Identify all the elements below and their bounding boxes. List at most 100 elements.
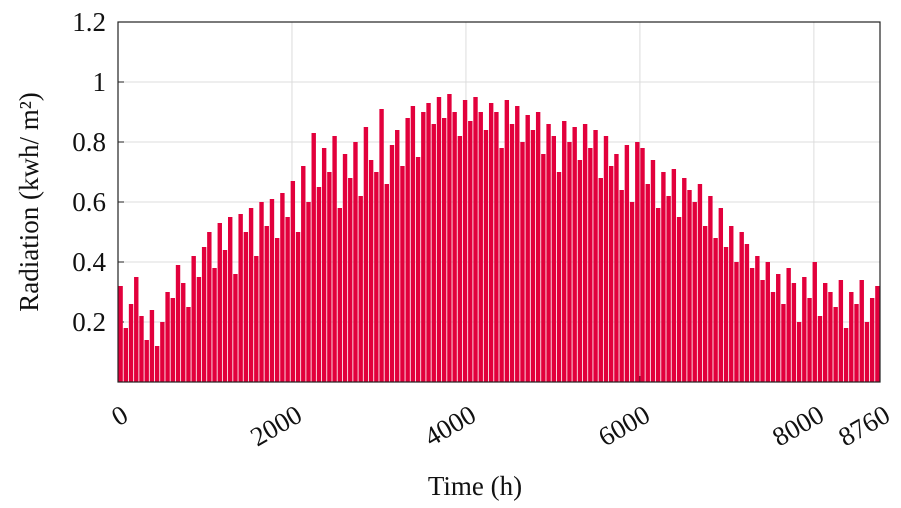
bar xyxy=(259,202,264,382)
bar xyxy=(238,214,243,382)
bar xyxy=(134,277,139,382)
bar xyxy=(713,238,718,382)
bar xyxy=(499,148,504,382)
bar xyxy=(588,148,593,382)
bar xyxy=(661,172,666,382)
bar xyxy=(123,328,129,382)
bar xyxy=(515,106,520,382)
y-tick-label: 0.8 xyxy=(72,127,106,157)
bar xyxy=(760,280,765,382)
x-tick-label: 4000 xyxy=(419,399,481,452)
bar xyxy=(812,262,817,382)
bar xyxy=(483,130,489,382)
bar xyxy=(692,202,697,382)
y-tick-label: 1 xyxy=(93,67,107,97)
bar xyxy=(128,304,134,382)
bar xyxy=(530,130,536,382)
bar xyxy=(676,217,682,382)
bar xyxy=(468,121,473,382)
bar xyxy=(614,154,619,382)
bar xyxy=(327,172,332,382)
bar xyxy=(551,136,557,382)
bar xyxy=(421,112,426,382)
bar xyxy=(781,304,786,382)
bar xyxy=(368,160,374,382)
bar xyxy=(363,127,369,382)
bar xyxy=(609,166,614,382)
bar xyxy=(582,124,588,382)
bar xyxy=(295,232,301,382)
bar xyxy=(541,154,546,382)
bar xyxy=(671,169,677,382)
bar xyxy=(525,115,530,382)
bar xyxy=(744,244,750,382)
bar xyxy=(708,196,713,382)
bar xyxy=(749,268,755,382)
bar xyxy=(640,148,645,382)
bar xyxy=(817,316,823,382)
bar xyxy=(828,292,833,382)
bar xyxy=(410,106,416,382)
bar xyxy=(175,265,181,382)
bar xyxy=(603,136,609,382)
bar xyxy=(854,304,859,382)
bar xyxy=(843,328,849,382)
bar xyxy=(274,238,280,382)
bar xyxy=(405,118,410,382)
bar xyxy=(201,247,207,382)
bar xyxy=(734,262,739,382)
bar xyxy=(358,196,363,382)
bar xyxy=(342,154,348,382)
bar xyxy=(478,112,483,382)
bar xyxy=(290,181,296,382)
bar xyxy=(864,322,870,382)
bar xyxy=(337,208,343,382)
bar xyxy=(379,109,384,382)
bar xyxy=(301,166,306,382)
bar xyxy=(212,268,217,382)
bar xyxy=(181,283,186,382)
bar xyxy=(765,262,770,382)
y-tick-label: 1.2 xyxy=(72,7,106,37)
bar xyxy=(572,127,577,382)
bar xyxy=(520,142,525,382)
bar xyxy=(697,184,703,382)
bar xyxy=(196,277,202,382)
bar xyxy=(191,256,196,382)
bar xyxy=(170,298,176,382)
bar xyxy=(248,208,254,382)
bar xyxy=(494,112,499,382)
bar xyxy=(666,196,671,382)
bar xyxy=(849,292,854,382)
bar xyxy=(598,178,603,382)
bar xyxy=(822,283,828,382)
x-axis-label: Time (h) xyxy=(428,471,522,501)
bar xyxy=(243,232,249,382)
bar xyxy=(316,187,322,382)
bar xyxy=(687,190,692,382)
bar xyxy=(118,286,123,382)
plot-frame xyxy=(117,21,881,383)
y-axis-label: Radiation (kwh/ m²) xyxy=(14,92,44,312)
bar xyxy=(285,217,290,382)
bar xyxy=(702,226,708,382)
bar xyxy=(473,97,478,382)
y-tick-label: 0.2 xyxy=(72,307,106,337)
bar xyxy=(144,340,149,382)
bar xyxy=(509,124,515,382)
x-tick-label: 0 xyxy=(106,399,133,432)
bar xyxy=(535,112,541,382)
bar xyxy=(160,322,165,382)
bar xyxy=(729,226,734,382)
bar xyxy=(869,298,875,382)
bar xyxy=(462,100,468,382)
bar xyxy=(556,172,562,382)
bar xyxy=(562,121,567,382)
bar xyxy=(452,112,457,382)
bar xyxy=(280,193,285,382)
bar xyxy=(415,157,421,382)
bar xyxy=(833,307,838,382)
bar xyxy=(374,172,379,382)
bar xyxy=(682,178,687,382)
x-tick-label: 2000 xyxy=(245,399,307,452)
